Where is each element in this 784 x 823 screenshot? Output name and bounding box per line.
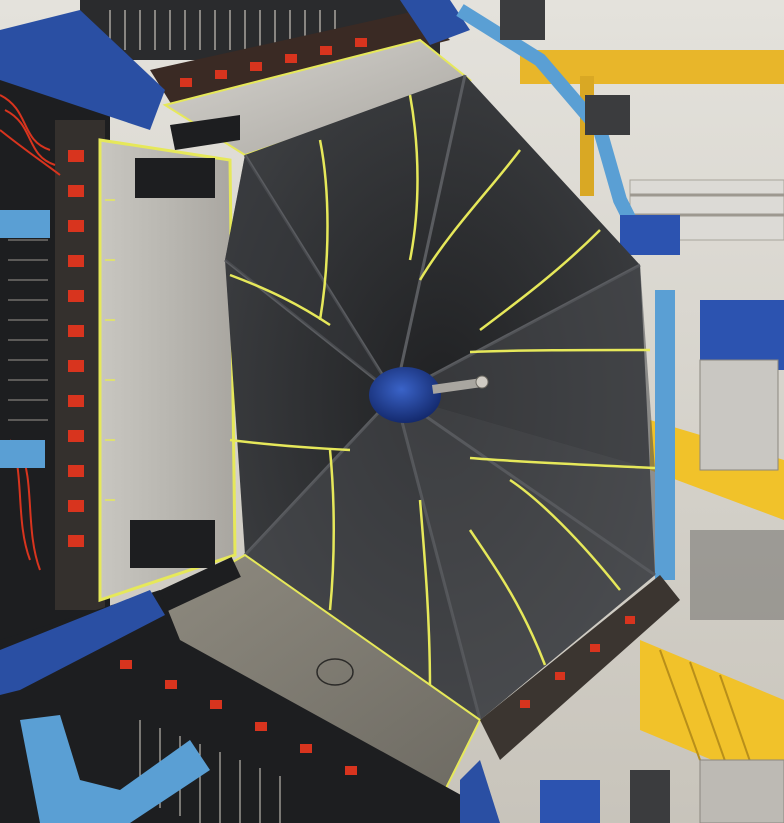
left-metal-panel <box>98 138 237 603</box>
blue-frame-top-left <box>0 10 165 130</box>
top-metal-panel <box>162 38 473 157</box>
left-electronics-rack <box>0 80 110 640</box>
foil-petals <box>224 74 656 721</box>
grey-cabinet <box>699 359 779 471</box>
bottom-frame <box>0 575 680 823</box>
yellow-tape-lines <box>229 94 656 691</box>
blue-bracket-left <box>0 210 50 238</box>
light-blue-bracket-bottom <box>20 715 210 823</box>
top-frame <box>0 0 680 255</box>
central-hub <box>369 367 489 423</box>
red-connectors <box>68 150 84 547</box>
blue-platform <box>700 300 784 370</box>
light-blue-pillar <box>655 290 675 580</box>
blue-frame-bottom-left <box>0 590 165 695</box>
